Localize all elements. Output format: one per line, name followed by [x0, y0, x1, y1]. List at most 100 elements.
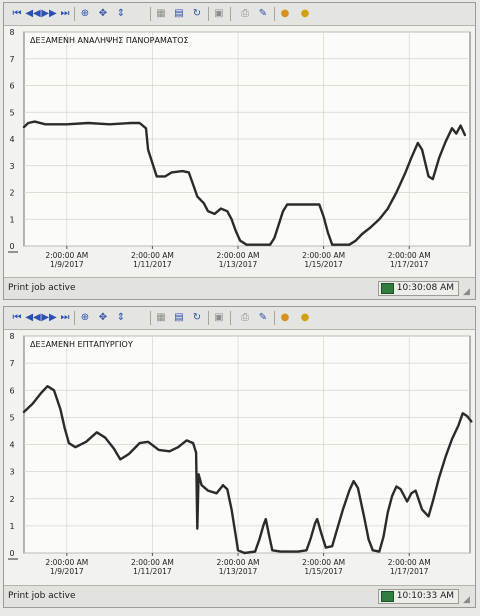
series-line	[22, 120, 467, 246]
chart-title: ΔΕΞΑΜΕΝΗ ΑΝΑΛΗΨΗΣ ΠΑΝΟΡΑΜΑΤΟΣ	[30, 36, 189, 45]
toolbar: ⏮ ◀◀ ▶▶ ⏭ ⊕ ✥ ⇕ ▦ ▤ ↻ ▣ ⎙ ✎ ● ●	[4, 3, 475, 26]
y-tick-label: 6	[9, 386, 14, 395]
y-tick-label: 7	[9, 359, 14, 368]
x-tick-time-label: 2:00:00 AM	[45, 558, 88, 567]
toolbar-separator	[208, 311, 209, 325]
print-icon[interactable]: ⎙	[241, 312, 249, 323]
x-tick-time-label: 2:00:00 AM	[45, 251, 88, 260]
x-tick-date-label: 1/11/2017	[133, 260, 172, 269]
scale-icon[interactable]: ⇕	[116, 312, 126, 323]
y-tick-label: 3	[9, 162, 14, 171]
resize-grip-icon[interactable]: ◢	[463, 287, 470, 297]
pan-icon[interactable]: ✥	[98, 312, 108, 323]
status-clock-icon	[380, 283, 394, 294]
x-tick-date-label: 1/11/2017	[133, 567, 172, 576]
x-tick-date-label: 1/9/2017	[50, 260, 84, 269]
y-tick-label: 3	[9, 468, 14, 477]
status-time-box: 10:30:08 AM	[377, 281, 459, 296]
resize-grip-icon[interactable]: ◢	[463, 595, 470, 605]
zoom-icon[interactable]: ⊕	[80, 8, 90, 19]
trend-chart[interactable]: 0 1 2 3 4 5 6 7 8 2:00:00 AM 1/9/2017 2:00:00 AM 1/1…	[4, 330, 475, 583]
toolbar-separator	[230, 311, 231, 325]
history-icon[interactable]: ↻	[192, 312, 202, 323]
x-tick-time-label: 2:00:00 AM	[388, 558, 431, 567]
first-page-icon[interactable]: ⏮	[12, 312, 22, 323]
pan-icon[interactable]: ✥	[98, 8, 108, 19]
remove-pen-icon[interactable]: ●	[300, 312, 310, 323]
y-tick-label: 5	[9, 413, 14, 422]
status-text: Print job active	[8, 591, 76, 601]
toolbar-separator	[74, 7, 75, 21]
x-tick-time-label: 2:00:00 AM	[302, 558, 345, 567]
y-tick-label: 2	[9, 189, 14, 198]
status-text: Print job active	[8, 283, 76, 293]
first-page-icon[interactable]: ⏮	[12, 8, 22, 19]
status-time: 10:30:08 AM	[396, 283, 454, 293]
toolbar-separator	[274, 7, 275, 21]
y-tick-label: 7	[9, 55, 14, 64]
remove-pen-icon[interactable]: ●	[300, 8, 310, 19]
y-tick-label: 5	[9, 108, 14, 117]
series-line	[22, 385, 473, 555]
history-icon[interactable]: ↻	[192, 8, 202, 19]
previous-icon[interactable]: ◀◀	[25, 8, 41, 19]
status-time-box: 10:10:33 AM	[377, 589, 459, 604]
last-page-icon[interactable]: ⏭	[60, 312, 70, 323]
add-pen-icon[interactable]: ●	[280, 8, 290, 19]
x-tick-date-label: 1/13/2017	[219, 567, 258, 576]
y-tick-label: 0	[9, 242, 14, 251]
toolbar-separator	[208, 7, 209, 21]
grid-icon[interactable]: ▦	[156, 312, 166, 323]
y-tick-label: 2	[9, 495, 14, 504]
table-icon[interactable]: ▤	[174, 312, 184, 323]
y-tick-label: 8	[9, 332, 14, 341]
x-tick-time-label: 2:00:00 AM	[131, 558, 174, 567]
x-tick-time-label: 2:00:00 AM	[388, 251, 431, 260]
toolbar-separator	[230, 7, 231, 21]
x-tick-date-label: 1/9/2017	[50, 567, 84, 576]
print-icon[interactable]: ⎙	[241, 8, 249, 19]
trend-chart[interactable]: 0 1 2 3 4 5 6 7 8 2:00:00 AM 1/9/2017 2:00:00 AM 1/1…	[4, 26, 475, 276]
y-tick-label: 0	[9, 549, 14, 558]
x-tick-time-label: 2:00:00 AM	[131, 251, 174, 260]
y-tick-label: 6	[9, 82, 14, 91]
status-time: 10:10:33 AM	[396, 591, 454, 601]
disabled-icon[interactable]: ▣	[214, 312, 224, 323]
x-tick-time-label: 2:00:00 AM	[217, 558, 260, 567]
trend-window-panorama: ⏮ ◀◀ ▶▶ ⏭ ⊕ ✥ ⇕ ▦ ▤ ↻ ▣ ⎙ ✎ ● ● 0 1 2 3 4 5 6 7 8 2:00:00 AM 1/9…	[3, 2, 476, 300]
x-tick-date-label: 1/15/2017	[304, 260, 343, 269]
next-icon[interactable]: ▶▶	[41, 8, 57, 19]
previous-icon[interactable]: ◀◀	[25, 312, 41, 323]
chart-title: ΔΕΞΑΜΕΝΗ ΕΠΤΑΠΥΡΓΙΟΥ	[30, 340, 133, 349]
status-clock-icon	[380, 591, 394, 602]
grid-icon[interactable]: ▦	[156, 8, 166, 19]
y-tick-label: 1	[9, 215, 14, 224]
x-tick-date-label: 1/17/2017	[390, 260, 429, 269]
zoom-icon[interactable]: ⊕	[80, 312, 90, 323]
export-icon[interactable]: ✎	[258, 312, 268, 323]
status-bar: Print job active 10:30:08 AM ◢	[4, 277, 475, 299]
table-icon[interactable]: ▤	[174, 8, 184, 19]
last-page-icon[interactable]: ⏭	[60, 8, 70, 19]
disabled-icon[interactable]: ▣	[214, 8, 224, 19]
toolbar-separator	[150, 311, 151, 325]
x-tick-time-label: 2:00:00 AM	[302, 251, 345, 260]
y-tick-label: 8	[9, 28, 14, 37]
scale-icon[interactable]: ⇕	[116, 8, 126, 19]
add-pen-icon[interactable]: ●	[280, 312, 290, 323]
x-tick-date-label: 1/17/2017	[390, 567, 429, 576]
status-bar: Print job active 10:10:33 AM ◢	[4, 585, 475, 607]
y-tick-label: 1	[9, 522, 14, 531]
export-icon[interactable]: ✎	[258, 8, 268, 19]
trend-window-eptapyrgiou: ⏮ ◀◀ ▶▶ ⏭ ⊕ ✥ ⇕ ▦ ▤ ↻ ▣ ⎙ ✎ ● ● 0 1 2 3 4 5 6 7 8 2:00:00 AM 1/9…	[3, 306, 476, 608]
x-tick-date-label: 1/13/2017	[219, 260, 258, 269]
toolbar-separator	[150, 7, 151, 21]
y-tick-label: 4	[9, 135, 14, 144]
next-icon[interactable]: ▶▶	[41, 312, 57, 323]
toolbar: ⏮ ◀◀ ▶▶ ⏭ ⊕ ✥ ⇕ ▦ ▤ ↻ ▣ ⎙ ✎ ● ●	[4, 307, 475, 330]
x-tick-time-label: 2:00:00 AM	[217, 251, 260, 260]
toolbar-separator	[274, 311, 275, 325]
x-tick-date-label: 1/15/2017	[304, 567, 343, 576]
